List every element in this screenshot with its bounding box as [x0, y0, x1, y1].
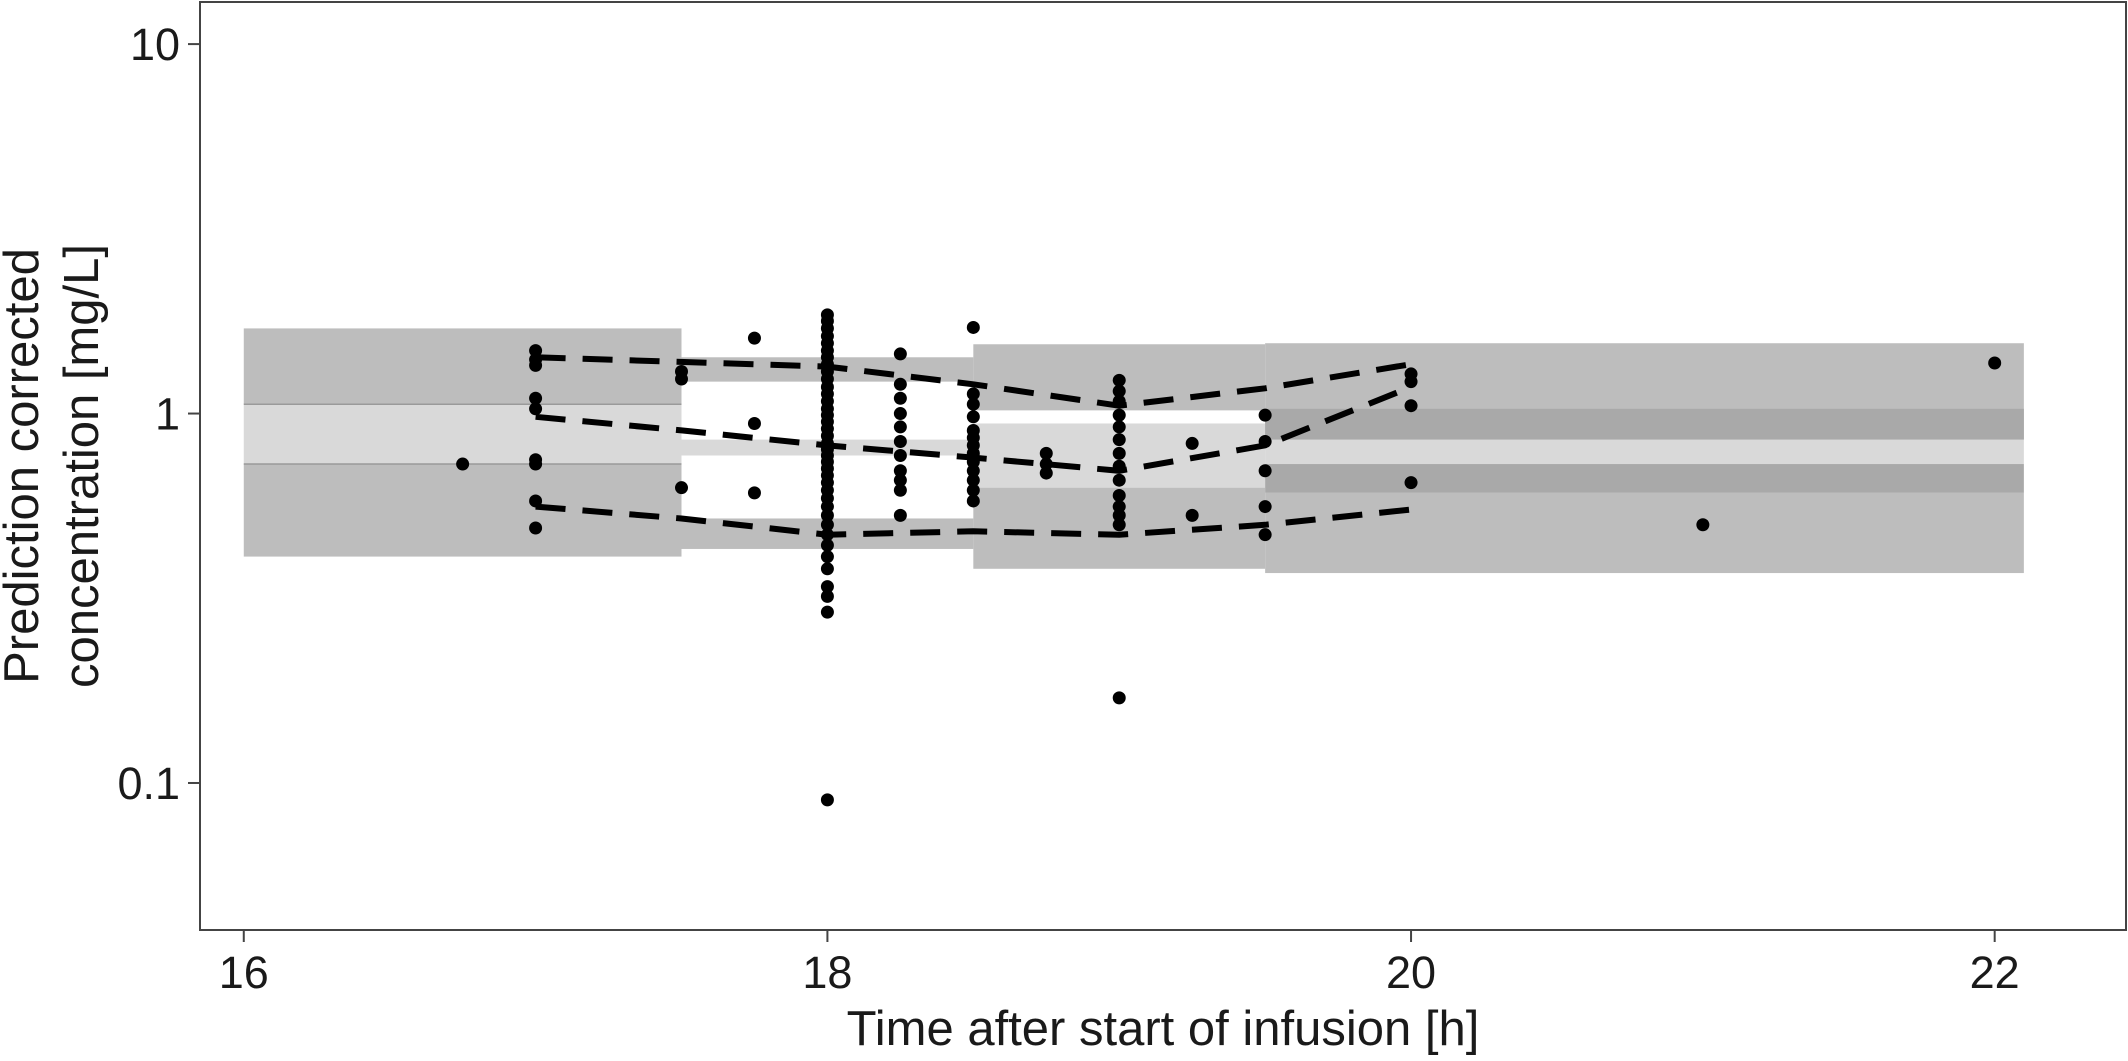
data-point — [1039, 466, 1053, 480]
data-point — [1112, 489, 1126, 503]
data-point — [1112, 691, 1126, 705]
data-point — [529, 521, 543, 535]
data-point — [1258, 435, 1272, 449]
data-point — [893, 464, 907, 478]
data-point — [529, 402, 543, 416]
band-median-3 — [1265, 439, 2024, 465]
x-axis-ticks: 16 18 20 22 — [219, 930, 2020, 998]
data-point — [966, 464, 980, 478]
x-tick-label: 18 — [802, 947, 852, 998]
data-point — [893, 508, 907, 522]
x-tick-label: 16 — [219, 947, 269, 998]
data-point — [1185, 436, 1199, 450]
data-point — [1112, 384, 1126, 398]
data-point — [1112, 446, 1126, 460]
y-axis-ticks: 0.1 1 10 — [117, 19, 200, 809]
data-point — [1112, 473, 1126, 487]
data-point — [820, 562, 834, 576]
data-point — [1112, 420, 1126, 434]
x-tick-label: 20 — [1386, 947, 1436, 998]
data-point — [966, 494, 980, 508]
band-dark-1-3 — [1265, 464, 2024, 493]
data-point — [893, 448, 907, 462]
y-tick-label: 1 — [155, 389, 180, 440]
data-point — [820, 518, 834, 532]
data-point — [820, 580, 834, 594]
data-point — [966, 473, 980, 487]
data-point — [747, 416, 761, 430]
data-point — [1112, 518, 1126, 532]
data-point — [1185, 508, 1199, 522]
band-p5-0 — [243, 464, 682, 557]
y-tick-label: 10 — [130, 19, 180, 70]
data-point — [1112, 408, 1126, 422]
data-point — [747, 486, 761, 500]
data-point — [820, 550, 834, 564]
data-point — [529, 457, 543, 471]
y-axis-title-line: concentration [mg/L] — [55, 244, 109, 688]
data-point — [1112, 508, 1126, 522]
data-point — [893, 377, 907, 391]
data-point — [893, 473, 907, 487]
data-point — [1988, 356, 2002, 370]
data-point — [820, 793, 834, 807]
plot-frame — [199, 1, 2127, 931]
percentile-line-0 — [535, 354, 1412, 409]
prediction-interval-bands — [243, 328, 2024, 574]
data-point — [893, 407, 907, 421]
data-point — [1112, 373, 1126, 387]
data-point — [1258, 464, 1272, 478]
percentile-line-2 — [535, 503, 1412, 538]
observed-points — [456, 308, 2002, 807]
x-tick-label: 22 — [1970, 947, 2020, 998]
data-point — [966, 397, 980, 411]
y-axis-title: Prediction corrected concentration [mg/L] — [0, 244, 109, 688]
data-point — [1039, 457, 1053, 471]
data-point — [966, 455, 980, 469]
band-median-0 — [243, 404, 682, 465]
band-dark-0-3 — [1265, 408, 2024, 440]
data-point — [529, 344, 543, 358]
data-point — [820, 589, 834, 603]
data-point — [1112, 433, 1126, 447]
data-point — [1404, 375, 1418, 389]
data-point — [1112, 394, 1126, 408]
data-point — [966, 320, 980, 334]
band-p5-3 — [1265, 492, 2024, 574]
data-point — [966, 410, 980, 424]
data-point — [747, 331, 761, 345]
data-point — [529, 494, 543, 508]
data-point — [675, 372, 688, 386]
data-point — [820, 538, 834, 552]
data-point — [820, 528, 834, 542]
data-point — [820, 508, 834, 522]
data-point — [966, 483, 980, 497]
data-point — [893, 483, 907, 497]
data-point — [1112, 459, 1126, 473]
data-point — [966, 387, 980, 401]
data-point — [456, 457, 470, 471]
data-point — [1404, 399, 1418, 413]
y-axis-title-line: Prediction corrected — [0, 248, 49, 684]
data-point — [1258, 500, 1272, 514]
data-point — [893, 435, 907, 449]
data-point — [893, 420, 907, 434]
data-point — [1258, 408, 1272, 422]
y-tick-label: 0.1 — [117, 758, 180, 809]
data-point — [529, 391, 543, 405]
data-point — [529, 358, 543, 372]
data-point — [893, 391, 907, 405]
data-point — [1039, 446, 1053, 460]
data-point — [675, 481, 688, 495]
data-point — [893, 347, 907, 361]
data-point — [1258, 528, 1272, 542]
x-axis-title: Time after start of infusion [h] — [847, 1002, 1480, 1056]
data-point — [1696, 518, 1710, 532]
band-p95-0 — [243, 328, 682, 405]
data-point — [1404, 476, 1418, 490]
data-point — [820, 605, 834, 619]
